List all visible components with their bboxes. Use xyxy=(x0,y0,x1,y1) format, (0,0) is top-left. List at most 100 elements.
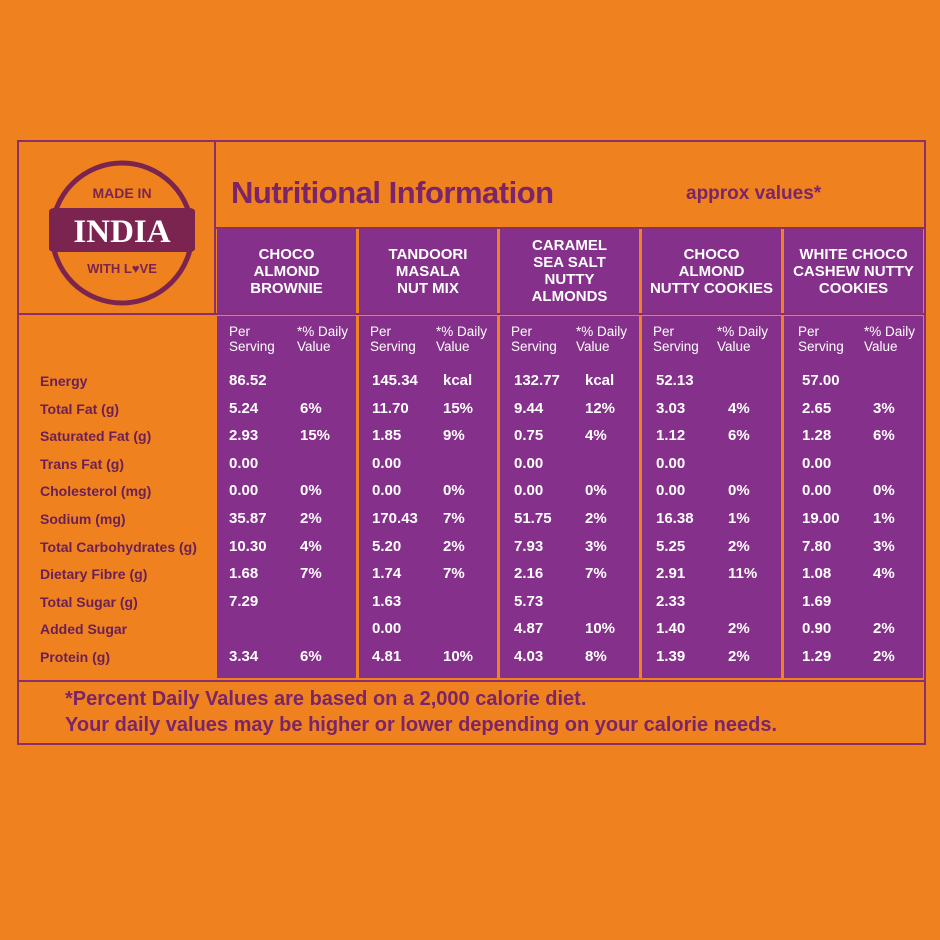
per-serving-value: 7.93 xyxy=(514,538,544,555)
per-serving-value: 11.70 xyxy=(372,400,409,417)
nutrient-label: Energy xyxy=(40,373,88,389)
serving-label: Serving xyxy=(229,339,275,354)
product-header: CHOCO ALMOND NUTTY COOKIES xyxy=(642,229,781,313)
per-serving-value: 4.81 xyxy=(372,648,402,665)
per-serving-value: 57.00 xyxy=(802,372,840,389)
product-header: CHOCO ALMOND BROWNIE xyxy=(217,229,356,313)
product-column xyxy=(359,316,497,678)
daily-value-cell: 12% xyxy=(585,400,616,417)
daily-value-cell: 7% xyxy=(443,510,465,527)
per-serving-value: 0.00 xyxy=(514,482,544,499)
product-name-line: COOKIES xyxy=(818,279,889,297)
per-serving-value: 0.00 xyxy=(514,455,544,472)
daily-value-cell: 7% xyxy=(585,565,607,582)
per-serving-value: 0.00 xyxy=(372,455,402,472)
daily-value-cell: 0% xyxy=(443,482,465,499)
daily-value-cell: 4% xyxy=(728,400,750,417)
nutrient-label: Dietary Fibre (g) xyxy=(40,566,148,582)
daily-value-cell: 7% xyxy=(300,565,322,582)
product-header: WHITE CHOCO CASHEW NUTTY COOKIES xyxy=(784,229,923,313)
product-name-line: NUTTY xyxy=(544,271,595,288)
daily-label: *% Daily xyxy=(576,324,628,339)
daily-label: *% Daily xyxy=(436,324,488,339)
product-name-line: ALMOND xyxy=(678,262,745,280)
daily-value-cell: 2% xyxy=(300,510,322,527)
daily-value-cell: 6% xyxy=(300,400,322,417)
daily-value-cell: 1% xyxy=(873,510,895,527)
daily-label: *% Daily xyxy=(864,324,916,339)
approx-values-note: approx values* xyxy=(686,183,822,204)
value-label: Value xyxy=(864,339,898,354)
nutrient-label: Total Sugar (g) xyxy=(40,594,138,610)
per-serving-value: 1.68 xyxy=(229,565,259,582)
daily-value-cell: 3% xyxy=(873,538,895,555)
per-label: Per xyxy=(653,324,675,339)
product-name-line: NUTTY COOKIES xyxy=(649,279,774,297)
nutrient-label: Saturated Fat (g) xyxy=(40,428,152,444)
daily-value-header: *% Daily Value xyxy=(436,324,487,354)
daily-value-header: *% Daily Value xyxy=(576,324,627,354)
per-serving-value: 0.00 xyxy=(372,620,402,637)
product-column xyxy=(500,316,639,678)
per-serving-value: 9.44 xyxy=(514,400,544,417)
daily-value-cell: 8% xyxy=(585,648,607,665)
product-name-line: CASHEW NUTTY xyxy=(793,262,914,280)
per-serving-value: 1.28 xyxy=(802,427,832,444)
nutrient-label: Total Fat (g) xyxy=(40,401,120,417)
daily-value-cell: kcal xyxy=(585,372,615,389)
per-serving-value: 7.80 xyxy=(802,538,832,555)
serving-label: Serving xyxy=(653,339,699,354)
product-name-line: SEA SALT xyxy=(533,254,606,271)
svg-text:MADE IN: MADE IN xyxy=(92,185,151,201)
per-serving-value: 2.65 xyxy=(802,400,832,417)
per-serving-value: 145.34 xyxy=(372,372,418,389)
daily-value-cell: 2% xyxy=(728,648,750,665)
nutrient-label: Cholesterol (mg) xyxy=(40,483,152,499)
product-name-line: ALMOND xyxy=(253,262,320,280)
per-serving-value: 1.12 xyxy=(656,427,686,444)
per-label: Per xyxy=(511,324,533,339)
daily-value-cell: 3% xyxy=(585,538,607,555)
product-column xyxy=(642,316,781,678)
product-column xyxy=(217,316,356,678)
per-serving-value: 0.75 xyxy=(514,427,544,444)
per-serving-value: 1.40 xyxy=(656,620,686,637)
product-column xyxy=(784,316,923,678)
divider xyxy=(17,680,926,682)
per-label: Per xyxy=(229,324,251,339)
daily-value-cell: 2% xyxy=(873,620,895,637)
per-serving-value: 2.16 xyxy=(514,565,544,582)
daily-value-cell: 2% xyxy=(728,538,750,555)
serving-label: Serving xyxy=(798,339,844,354)
per-serving-value: 5.24 xyxy=(229,400,259,417)
daily-value-cell: 2% xyxy=(873,648,895,665)
per-label: Per xyxy=(798,324,820,339)
per-serving-header: Per Serving xyxy=(798,324,844,354)
footnote-line-1: *Percent Daily Values are based on a 2,0… xyxy=(65,688,587,710)
divider xyxy=(17,313,926,315)
per-serving-value: 0.90 xyxy=(802,620,832,637)
per-serving-value: 132.77 xyxy=(514,372,560,389)
product-header: CARAMEL SEA SALT NUTTY ALMONDS xyxy=(500,229,639,313)
per-serving-value: 3.03 xyxy=(656,400,686,417)
per-serving-value: 0.00 xyxy=(229,455,259,472)
daily-value-cell: 4% xyxy=(873,565,895,582)
per-serving-value: 2.33 xyxy=(656,593,686,610)
value-label: Value xyxy=(717,339,751,354)
daily-value-cell: kcal xyxy=(443,372,473,389)
daily-value-cell: 0% xyxy=(585,482,607,499)
value-label: Value xyxy=(436,339,470,354)
per-serving-value: 0.00 xyxy=(802,482,832,499)
per-serving-value: 4.87 xyxy=(514,620,544,637)
per-serving-value: 5.73 xyxy=(514,593,544,610)
product-header: TANDOORI MASALA NUT MIX xyxy=(359,229,497,313)
product-name-line: CHOCO xyxy=(683,245,740,263)
per-serving-value: 16.38 xyxy=(656,510,694,527)
product-name-line: CARAMEL xyxy=(532,237,607,254)
per-serving-value: 1.74 xyxy=(372,565,402,582)
daily-label: *% Daily xyxy=(297,324,349,339)
daily-value-cell: 11% xyxy=(728,565,758,582)
daily-value-cell: 7% xyxy=(443,565,465,582)
per-serving-value: 2.93 xyxy=(229,427,259,444)
per-serving-header: Per Serving xyxy=(370,324,416,354)
